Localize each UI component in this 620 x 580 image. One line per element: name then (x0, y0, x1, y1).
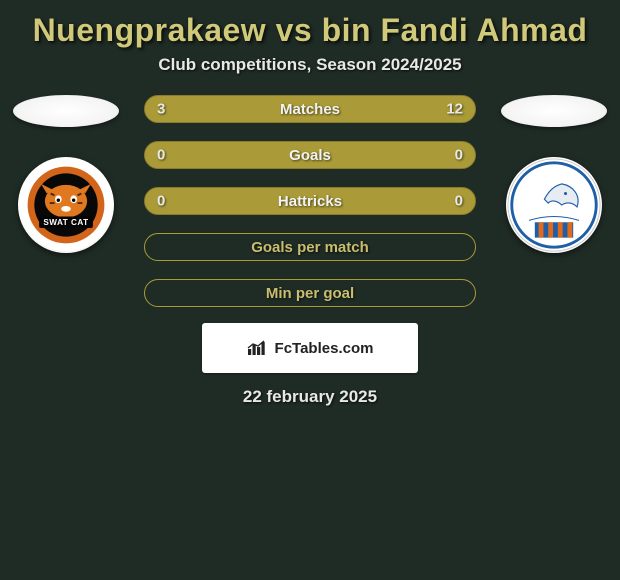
source-badge-text: FcTables.com (275, 340, 374, 357)
stat-value-right: 0 (455, 193, 463, 210)
left-player-column: SWAT CAT (6, 95, 126, 253)
stat-label: Goals (289, 147, 331, 164)
left-club-logo: SWAT CAT (18, 157, 114, 253)
stat-bar-goals: 0 Goals 0 (144, 141, 476, 169)
right-club-logo (506, 157, 602, 253)
content-row: SWAT CAT 3 Matches 12 0 Goals 0 0 Hattri… (0, 95, 620, 307)
svg-text:SWAT CAT: SWAT CAT (43, 218, 88, 227)
page-title: Nuengprakaew vs bin Fandi Ahmad (0, 0, 620, 51)
subtitle: Club competitions, Season 2024/2025 (0, 51, 620, 95)
comparison-card: Nuengprakaew vs bin Fandi Ahmad Club com… (0, 0, 620, 421)
stat-label: Goals per match (251, 239, 369, 256)
stat-label: Matches (280, 101, 340, 118)
stat-bar-mpg: Min per goal (144, 279, 476, 307)
stat-value-right: 0 (455, 147, 463, 164)
stat-value-left: 3 (157, 101, 165, 118)
port-style-logo-icon (506, 157, 602, 253)
stat-bar-gpm: Goals per match (144, 233, 476, 261)
bar-chart-icon (247, 339, 269, 357)
swat-cat-logo-icon: SWAT CAT (18, 157, 114, 253)
right-player-column (494, 95, 614, 253)
stat-value-left: 0 (157, 147, 165, 164)
player-avatar-placeholder (501, 95, 607, 127)
player-avatar-placeholder (13, 95, 119, 127)
stat-value-left: 0 (157, 193, 165, 210)
stat-label: Hattricks (278, 193, 342, 210)
stat-bars: 3 Matches 12 0 Goals 0 0 Hattricks 0 Goa… (140, 95, 480, 307)
stat-bar-matches: 3 Matches 12 (144, 95, 476, 123)
stat-label: Min per goal (266, 285, 354, 302)
source-badge[interactable]: FcTables.com (202, 323, 418, 373)
stat-bar-hattricks: 0 Hattricks 0 (144, 187, 476, 215)
stat-value-right: 12 (446, 101, 463, 118)
date-text: 22 february 2025 (0, 373, 620, 421)
